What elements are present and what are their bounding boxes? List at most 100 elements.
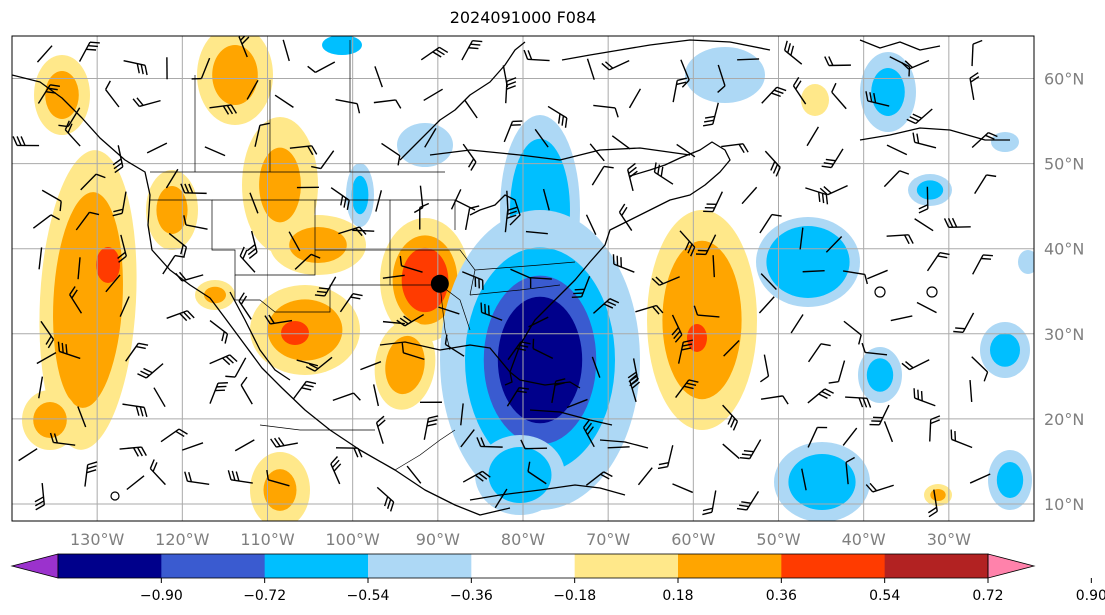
wind-barb-flag (904, 60, 913, 69)
border-line (439, 284, 451, 351)
wind-barb (637, 467, 653, 486)
wind-barb (125, 342, 149, 362)
wind-barb (671, 314, 683, 343)
wind-barb (264, 314, 293, 325)
wind-barb-shaft (591, 356, 601, 378)
coastline (529, 409, 613, 426)
wind-barb-flag (180, 244, 184, 255)
wind-barb (462, 271, 484, 290)
wind-barb-flag (918, 204, 929, 210)
wind-barb (254, 122, 270, 147)
wind-barb (551, 378, 566, 404)
wind-barb-flag (771, 92, 781, 98)
wind-barb-shaft (883, 421, 894, 443)
wind-barb-flag (57, 341, 61, 352)
colorbar-segment (884, 554, 989, 578)
wind-barb-flag (95, 173, 106, 179)
wind-barb (423, 415, 439, 440)
wind-barb (914, 218, 934, 232)
wind-barb-flag (428, 415, 439, 419)
wind-barb (865, 482, 894, 493)
wind-barb-flag (631, 381, 641, 389)
wind-barb-shaft (282, 39, 290, 62)
wind-barb (693, 305, 720, 318)
wind-barb (112, 191, 127, 217)
positive-anomaly-area (96, 247, 120, 283)
wind-barb-shaft (126, 475, 145, 491)
wind-barb-flag (307, 145, 314, 156)
wind-barb (589, 143, 605, 162)
wind-barb-flag (426, 423, 437, 427)
wind-barb (566, 398, 588, 409)
wind-barb (520, 439, 548, 450)
wind-barb (657, 445, 674, 470)
wind-barb-shaft (528, 316, 549, 328)
wind-barb-flag (743, 449, 754, 453)
wind-barb-flag (657, 164, 661, 175)
wind-barb (38, 376, 44, 399)
wind-barb-flag (386, 499, 392, 509)
wind-barb-flag (907, 234, 914, 244)
wind-barb (845, 396, 872, 408)
positive-anomaly-area (156, 186, 188, 234)
wind-barb-flag (403, 315, 413, 323)
wind-barb-flag (792, 77, 800, 87)
wind-barb-flag (873, 416, 883, 419)
wind-barb (695, 234, 717, 256)
wind-barb-flag (899, 170, 910, 175)
wind-barb-flag (652, 306, 660, 315)
wind-barb-flag (512, 120, 523, 123)
wind-barb (227, 470, 253, 484)
wind-barb-shaft (240, 384, 253, 405)
wind-barb-flag (215, 389, 225, 392)
wind-barb-flag (222, 105, 230, 115)
coastline (561, 39, 771, 61)
wind-barb (339, 293, 363, 313)
positive-anomaly-area (930, 488, 946, 502)
wind-barb (494, 488, 508, 509)
wind-barb-shaft (969, 473, 991, 484)
wind-barb-flag (759, 375, 769, 383)
wind-barb-flag (828, 56, 834, 66)
wind-barb-shaft (373, 99, 396, 104)
wind-barb (741, 186, 758, 205)
negative-anomaly-area (866, 358, 894, 392)
wind-barb-shaft (506, 190, 509, 213)
wind-barb-flag (314, 294, 325, 297)
colorbar-tick-label: −0.72 (243, 588, 286, 604)
wind-barb-flag (242, 249, 248, 260)
wind-barb-flag (138, 342, 149, 346)
wind-barb (126, 475, 145, 491)
wind-barb-shaft (18, 448, 38, 462)
wind-barb-flag (310, 253, 321, 259)
longitude-tick-label: 100°W (325, 530, 380, 549)
wind-barb-flag (865, 91, 869, 102)
coastline (469, 484, 626, 501)
border-line (390, 249, 476, 296)
wind-barb-flag (89, 211, 100, 216)
wind-barb-flag (274, 437, 281, 447)
wind-barb-shaft (672, 483, 694, 494)
wind-barb-shaft (381, 142, 401, 157)
wind-barb (41, 189, 62, 212)
wind-barb-shaft (494, 488, 508, 509)
wind-barb-flag (67, 123, 73, 134)
wind-barb-flag (427, 419, 438, 423)
wind-barb-flag (343, 197, 347, 208)
wind-barb-shaft (717, 64, 726, 87)
wind-barb-flag (687, 243, 693, 254)
wind-barb-flag (824, 56, 830, 66)
wind-barb (901, 359, 930, 371)
wind-barb-shaft (722, 443, 740, 460)
wind-barb-shaft (758, 296, 775, 314)
wind-barb-flag (216, 385, 227, 388)
wind-barb (799, 227, 804, 250)
wind-barb-flag (988, 131, 998, 138)
wind-barb-flag (869, 92, 873, 103)
wind-barb-flag (240, 36, 248, 41)
wind-barb-shaft (41, 189, 62, 202)
wind-barb-flag (695, 253, 706, 256)
wind-barb (653, 162, 674, 185)
wind-barb-shaft (234, 357, 247, 378)
wind-barb (916, 301, 937, 314)
